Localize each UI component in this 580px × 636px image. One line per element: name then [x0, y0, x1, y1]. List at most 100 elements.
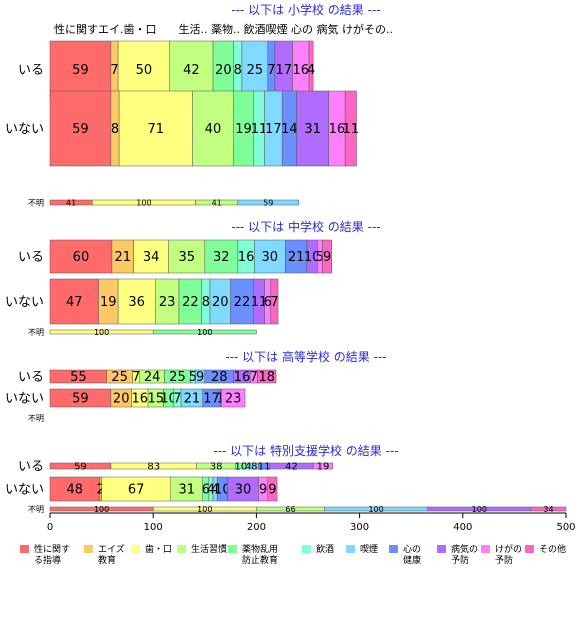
data-label: 40	[205, 122, 222, 137]
data-label: 20	[113, 392, 130, 407]
data-label: 5	[316, 250, 324, 265]
x-tick-label: 200	[247, 522, 266, 533]
data-label: 6	[202, 483, 210, 498]
data-label: 19	[317, 462, 330, 473]
bar-segment	[192, 90, 234, 167]
data-label: 100	[472, 505, 487, 514]
data-label: 17	[265, 122, 282, 137]
legend-label: 飲酒	[316, 543, 334, 555]
data-label: 11	[343, 122, 360, 137]
data-label: 59	[263, 198, 273, 207]
legend-label: 喫煙	[360, 543, 378, 555]
data-label: 22	[182, 295, 199, 310]
bar-segment	[227, 476, 259, 502]
bar-segment	[49, 239, 113, 274]
data-label: 59	[72, 392, 89, 407]
data-label: 100	[197, 505, 212, 514]
data-label: 28	[211, 370, 228, 385]
data-label: 10	[235, 462, 248, 473]
legend-swatch	[346, 545, 355, 553]
data-label: 17	[275, 63, 292, 78]
data-label: 59	[74, 462, 87, 473]
x-tick-label: 300	[350, 522, 369, 533]
legend-swatch	[177, 545, 186, 553]
data-label: 25	[111, 370, 128, 385]
data-label: 34	[543, 505, 553, 514]
x-tick-label: 400	[453, 522, 472, 533]
legend-swatch	[437, 545, 446, 553]
bar-segment	[270, 278, 279, 325]
data-label: 32	[213, 250, 230, 265]
legend-label: 防止教育	[242, 554, 278, 566]
data-label: 16	[238, 250, 255, 265]
data-label: 47	[66, 295, 83, 310]
data-label: 30	[262, 250, 279, 265]
data-label: 9	[259, 483, 267, 498]
data-label: 5	[189, 370, 197, 385]
data-label: 100	[368, 505, 383, 514]
panel-title: --- 以下は 中学校 の結果 ---	[231, 219, 380, 234]
bar-segment	[204, 239, 239, 274]
row-label: いる	[18, 250, 44, 265]
data-label: 71	[148, 122, 165, 137]
data-label: 1	[217, 392, 225, 407]
legend-label: 薬物乱用	[242, 543, 278, 555]
x-tick-label: 500	[556, 522, 575, 533]
data-label: 59	[72, 122, 89, 137]
data-label: 8	[111, 122, 119, 137]
data-label: 11	[251, 122, 268, 137]
data-label: 10	[304, 250, 321, 265]
bar-segment	[221, 388, 246, 408]
legend-label: 健康	[403, 554, 421, 566]
data-label: 67	[128, 483, 145, 498]
data-label: 19	[100, 295, 117, 310]
bar-segment	[118, 90, 193, 167]
bar-segment	[237, 199, 299, 206]
data-label: 31	[178, 483, 195, 498]
row-label: いる	[18, 63, 44, 78]
data-label: 36	[128, 295, 145, 310]
legend-label: 教育	[98, 554, 116, 566]
data-label: 60	[73, 250, 90, 265]
row-label: 不明	[28, 328, 44, 337]
data-label: 30	[235, 483, 252, 498]
data-label: 8	[234, 63, 242, 78]
row-label: いない	[5, 295, 44, 310]
bar-segment	[49, 476, 100, 502]
data-label: 10	[214, 483, 231, 498]
panel-title: --- 以下は 特別支援学校 の結果 ---	[213, 443, 398, 458]
data-label: 19	[235, 122, 252, 137]
row-label: いない	[5, 122, 44, 137]
panel-title: --- 以下は 小学校 の結果 ---	[231, 2, 380, 17]
data-label: 21	[114, 250, 131, 265]
data-label: 7	[267, 63, 275, 78]
row-label: いない	[5, 483, 44, 498]
bar-segment	[168, 239, 206, 274]
bar-segment	[101, 476, 171, 502]
data-label: 41	[66, 198, 76, 207]
data-label: 17	[203, 392, 220, 407]
data-label: 7	[173, 392, 181, 407]
legend-label: 予防	[451, 554, 469, 566]
legend-swatch	[481, 545, 490, 553]
data-label: 48	[66, 483, 83, 498]
data-label: 21	[184, 392, 201, 407]
data-label: 34	[143, 250, 160, 265]
data-label: 4	[211, 483, 219, 498]
row-label: 不明	[28, 198, 44, 207]
data-label: 18	[258, 370, 275, 385]
data-label: 22	[234, 295, 251, 310]
data-label: 8	[202, 295, 210, 310]
legend-swatch	[84, 545, 93, 553]
legend-label: 生活習慣	[191, 543, 227, 555]
bar-segment	[152, 329, 257, 335]
data-label: 100	[197, 328, 212, 337]
row-label: 不明	[28, 505, 44, 514]
legend-label: けがの	[495, 543, 522, 555]
data-label: 14	[281, 122, 298, 137]
legend-label: 病気の	[451, 543, 478, 555]
data-label: 16	[132, 392, 149, 407]
data-label: 38	[210, 462, 223, 473]
top-category-header: 性に関すエイ.歯・口 生活.. 薬物.. 飲酒喫煙 心の 病気 けがその..	[54, 22, 393, 36]
data-label: 6	[264, 295, 272, 310]
